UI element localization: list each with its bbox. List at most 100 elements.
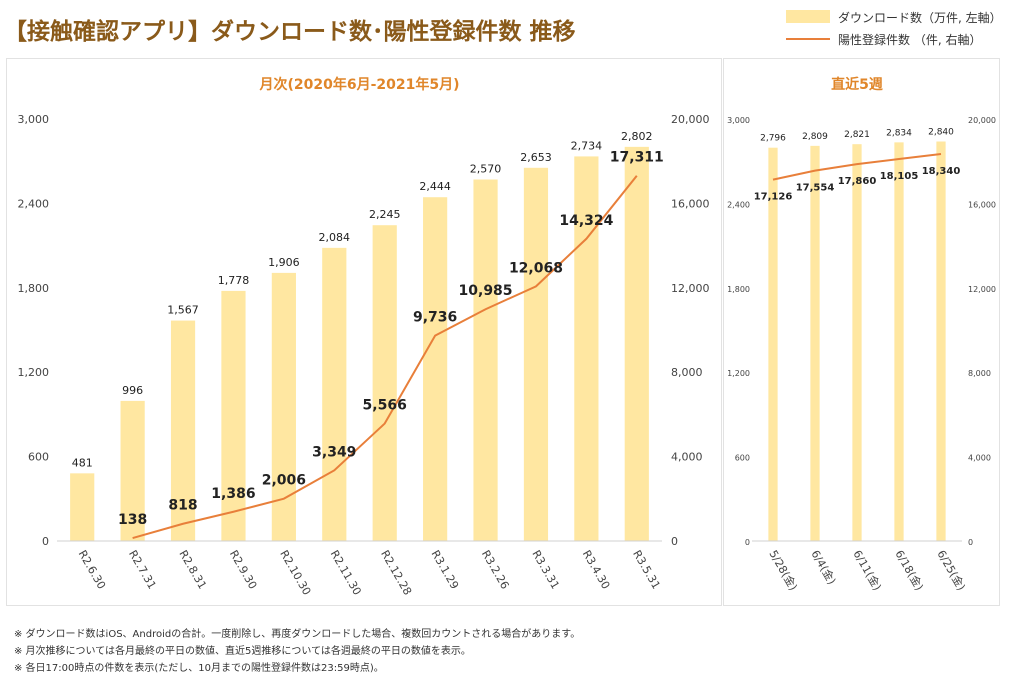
x-category-label: R3.5.31 [630, 548, 663, 591]
bar-data-label: 2,245 [369, 208, 401, 221]
x-category-label: R2.10.30 [277, 548, 313, 597]
y-left-tick-label: 3,000 [727, 116, 750, 125]
y-right-tick-label: 8,000 [671, 366, 703, 379]
line-data-label: 18,105 [880, 171, 919, 182]
bar-data-label: 2,444 [419, 180, 451, 193]
y-left-tick-label: 600 [28, 451, 49, 464]
bar-data-label: 1,567 [167, 304, 199, 317]
y-left-tick-label: 1,200 [18, 366, 50, 379]
bar-data-label: 2,802 [621, 130, 653, 143]
line-data-label: 138 [118, 512, 147, 528]
y-right-tick-label: 4,000 [671, 451, 703, 464]
bar-data-label: 2,796 [760, 134, 786, 144]
bar [322, 247, 347, 542]
y-right-tick-label: 0 [671, 535, 678, 548]
y-left-tick-label: 0 [745, 538, 750, 547]
bar [372, 225, 397, 541]
y-right-tick-label: 20,000 [671, 113, 710, 126]
x-category-label: R2.9.30 [227, 548, 260, 591]
x-category-label: R3.2.26 [479, 548, 512, 591]
bar [120, 400, 145, 541]
bar [768, 147, 778, 542]
bar-data-label: 1,778 [218, 274, 250, 287]
weekly-chart: 直近5週 0 600 1,200 1,800 2,400 3,000 0 4,000 8,000 1… [727, 76, 996, 593]
line-series-positive [772, 153, 942, 181]
bar-data-label: 2,840 [928, 128, 954, 138]
y-left-tick-label: 0 [42, 535, 49, 548]
legend-item-positive: 陽性登録件数 （件, 右軸） [786, 28, 1010, 50]
bar-data-label: 2,653 [520, 151, 552, 164]
legend-item-downloads: ダウンロード数（万件, 左軸） [786, 6, 1010, 28]
line-data-label: 14,324 [559, 213, 613, 229]
bar-data-label: 481 [72, 456, 93, 469]
bar-data-label: 1,906 [268, 256, 300, 269]
chart-title: 直近5週 [831, 76, 883, 93]
bar [423, 197, 448, 541]
x-category-label: 6/18(金) [892, 548, 926, 593]
line-data-label: 17,554 [796, 183, 835, 194]
y-left-tick-label: 1,200 [727, 369, 750, 378]
legend-line-swatch [786, 38, 830, 40]
y-right-tick-label: 0 [968, 538, 973, 547]
legend-bar-swatch [786, 10, 830, 23]
bar-data-label: 2,821 [844, 130, 870, 140]
monthly-chart: 月次(2020年6月-2021年5月) 0 600 1,200 1,800 2,400 3,… [18, 76, 710, 597]
line-data-label: 17,311 [610, 150, 664, 166]
chart-legend: ダウンロード数（万件, 左軸） 陽性登録件数 （件, 右軸） [786, 6, 1010, 50]
y-right-tick-label: 16,000 [671, 197, 710, 210]
bar [221, 290, 246, 541]
bar [271, 272, 296, 541]
y-left-tick-label: 2,400 [18, 197, 50, 210]
y-right-tick-label: 12,000 [968, 285, 996, 294]
bar-data-label: 2,084 [319, 231, 351, 244]
y-left-tick-label: 1,800 [18, 282, 50, 295]
line-data-label: 17,860 [838, 176, 877, 187]
x-category-label: R2.12.28 [378, 548, 414, 597]
monthly-chart-panel: 月次(2020年6月-2021年5月) 0 600 1,200 1,800 2,400 3,… [6, 58, 722, 606]
bar-data-label: 996 [122, 384, 143, 397]
line-data-label: 10,985 [459, 283, 513, 299]
x-category-label: R3.3.31 [529, 548, 562, 591]
bar-data-label: 2,834 [886, 128, 912, 138]
y-left-tick-label: 2,400 [727, 200, 750, 209]
bar [852, 144, 862, 542]
bar [574, 156, 599, 541]
weekly-chart-panel: 直近5週 0 600 1,200 1,800 2,400 3,000 0 4,000 8,000 1… [723, 58, 1000, 606]
x-category-label: R2.7.31 [126, 548, 159, 591]
y-right-tick-label: 16,000 [968, 200, 996, 209]
bar [936, 141, 946, 542]
y-right-tick-label: 4,000 [968, 454, 991, 463]
line-data-label: 17,126 [754, 192, 793, 203]
x-category-label: 6/4(金) [808, 548, 839, 587]
y-right-tick-label: 8,000 [968, 369, 991, 378]
bar-data-label: 2,570 [470, 162, 502, 175]
chart-title: 月次(2020年6月-2021年5月) [258, 76, 459, 93]
bar [70, 473, 95, 541]
bar-data-label: 2,809 [802, 132, 828, 142]
x-category-label: R3.4.30 [580, 548, 613, 591]
bar [894, 142, 904, 541]
y-right-tick-label: 20,000 [968, 116, 996, 125]
bar [624, 146, 649, 541]
bar [170, 320, 196, 541]
y-right-tick-label: 12,000 [671, 282, 710, 295]
line-data-label: 3,349 [312, 444, 356, 460]
x-category-label: 6/11(金) [850, 548, 884, 593]
bar [810, 145, 820, 541]
bar [523, 167, 549, 541]
line-series-positive [132, 175, 638, 540]
x-category-label: R2.11.30 [328, 548, 364, 597]
line-data-label: 2,006 [262, 473, 306, 489]
line-data-label: 1,386 [211, 486, 255, 502]
line-data-label: 5,566 [363, 398, 407, 414]
line-data-label: 12,068 [509, 260, 563, 276]
footnote-1: ※ ダウンロード数はiOS、Androidの合計。一度削除し、再度ダウンロードし… [14, 629, 581, 640]
y-left-tick-label: 3,000 [18, 113, 50, 126]
x-category-label: R2.6.30 [76, 548, 109, 591]
footnotes: ※ ダウンロード数はiOS、Androidの合計。一度削除し、再度ダウンロードし… [14, 626, 580, 677]
x-category-label: 6/25(金) [934, 548, 968, 593]
page-title: 【接触確認アプリ】ダウンロード数･陽性登録件数 推移 [4, 19, 576, 45]
legend-label-positive: 陽性登録件数 （件, 右軸） [838, 33, 982, 47]
bar [473, 179, 498, 541]
line-data-label: 18,340 [922, 166, 961, 177]
